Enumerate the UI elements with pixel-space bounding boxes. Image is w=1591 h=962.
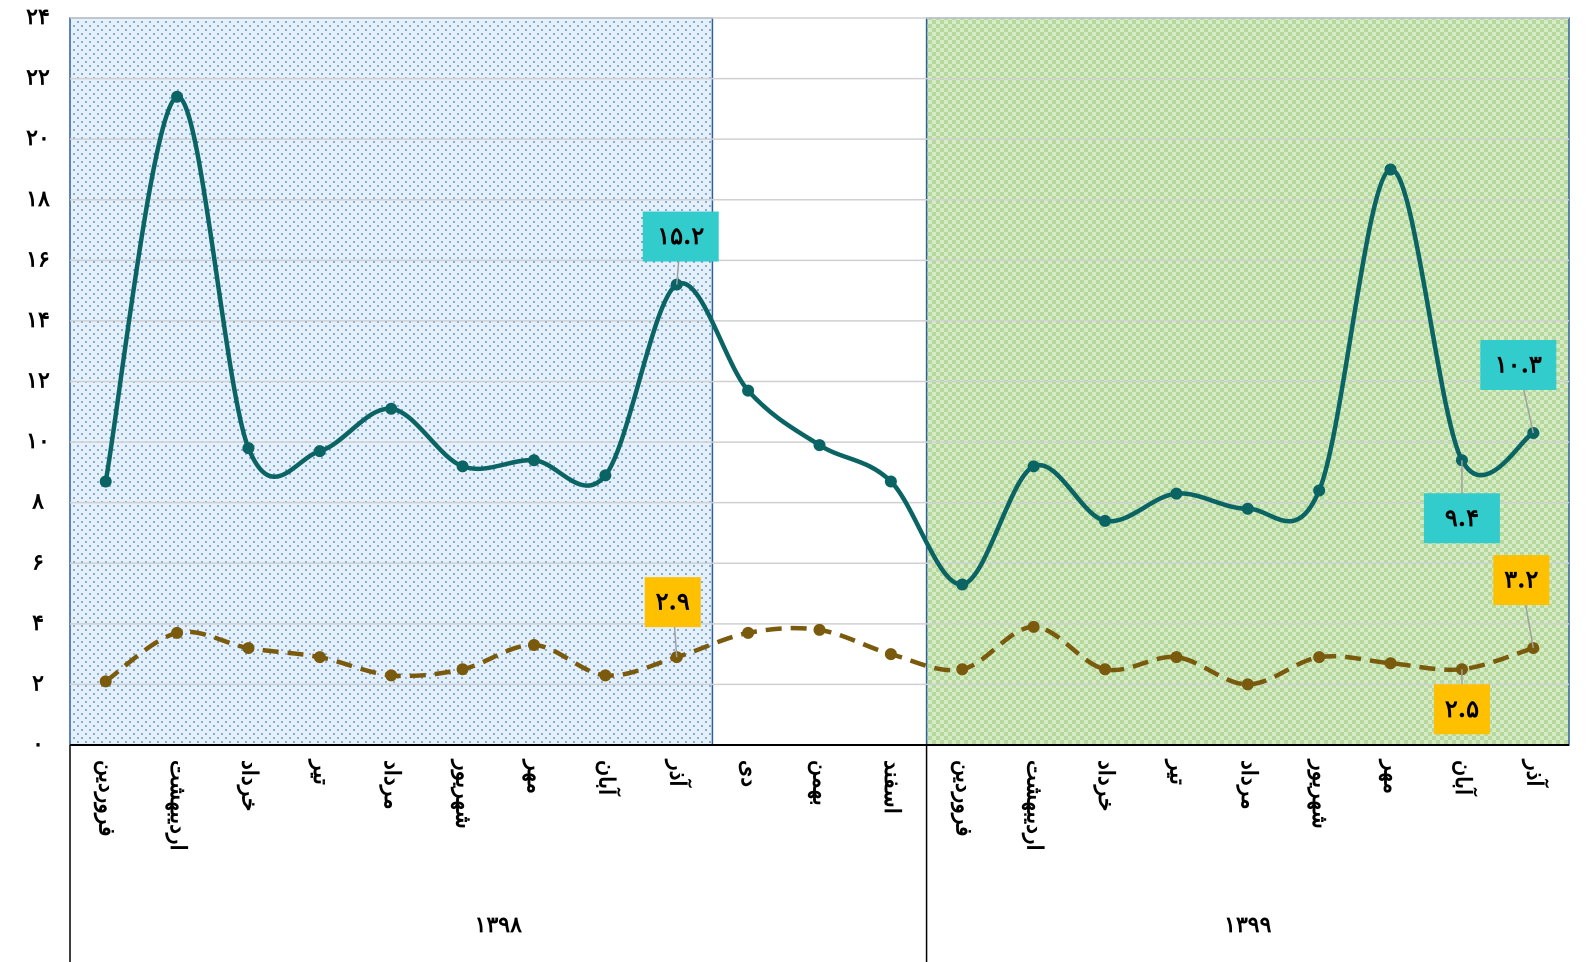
series-point bbox=[1099, 663, 1112, 676]
x-tick-label: مرداد bbox=[1236, 760, 1262, 810]
x-tick-label: اردیبهشت bbox=[165, 760, 191, 851]
data-label-box bbox=[1423, 493, 1500, 544]
series-point bbox=[527, 454, 540, 467]
series-point bbox=[1027, 620, 1040, 633]
series-point bbox=[813, 623, 826, 636]
series-point bbox=[956, 663, 969, 676]
x-tick-label: آذر bbox=[1521, 758, 1549, 788]
series-point bbox=[1170, 487, 1183, 500]
series-point bbox=[742, 384, 755, 397]
y-tick-label: ۱۸ bbox=[26, 186, 50, 212]
y-tick-label: ۲۰ bbox=[26, 125, 50, 151]
series-point bbox=[1241, 502, 1254, 515]
y-tick-label: ۱۲ bbox=[26, 368, 50, 394]
x-tick-label: مرداد bbox=[379, 760, 405, 810]
x-tick-label: خرداد bbox=[1093, 760, 1119, 811]
series-point bbox=[1099, 514, 1112, 527]
data-label: ۱۰.۳ bbox=[1495, 349, 1542, 378]
series-point bbox=[242, 442, 255, 455]
y-tick-label: ۲۲ bbox=[26, 65, 50, 91]
data-label-box bbox=[1433, 684, 1490, 735]
series-point bbox=[99, 675, 112, 688]
series-point bbox=[813, 439, 826, 452]
x-tick-label: مهر bbox=[1379, 758, 1405, 794]
y-tick-label: ۱۴ bbox=[26, 307, 50, 333]
series-point bbox=[1241, 678, 1254, 691]
group-label: ۱۳۹۸ bbox=[475, 912, 522, 938]
series-point bbox=[884, 648, 897, 661]
series-point bbox=[456, 663, 469, 676]
x-tick-label: آبان bbox=[1450, 760, 1478, 797]
y-tick-label: ۰ bbox=[32, 731, 44, 757]
x-tick-label: شهریور bbox=[1307, 758, 1333, 829]
x-tick-label: تیر bbox=[308, 758, 334, 785]
series-point bbox=[171, 626, 184, 639]
y-tick-label: ۱۶ bbox=[26, 246, 50, 272]
x-tick-label: بهمن bbox=[808, 760, 834, 806]
data-label: ۲.۵ bbox=[1445, 694, 1479, 723]
y-tick-label: ۶ bbox=[32, 549, 44, 575]
y-tick-label: ۸ bbox=[31, 489, 44, 515]
x-tick-label: فروردین bbox=[950, 760, 976, 837]
x-tick-label: دی bbox=[736, 760, 762, 787]
x-tick-label: آذر bbox=[665, 758, 693, 788]
series-point bbox=[99, 475, 112, 488]
data-label-box bbox=[1480, 339, 1557, 390]
data-label: ۳.۲ bbox=[1504, 565, 1538, 594]
x-tick-label: فروردین bbox=[94, 760, 120, 837]
series-point bbox=[884, 475, 897, 488]
series-point bbox=[1384, 657, 1397, 670]
series-point bbox=[956, 578, 969, 591]
x-tick-label: شهریور bbox=[451, 758, 477, 829]
data-label-box bbox=[644, 577, 701, 628]
x-tick-label: اسفند bbox=[879, 760, 905, 814]
x-tick-label: مهر bbox=[522, 758, 548, 794]
series-point bbox=[1313, 484, 1326, 497]
series-line bbox=[103, 94, 1535, 587]
x-tick-label: آبان bbox=[593, 760, 621, 797]
data-label-box bbox=[1493, 555, 1550, 606]
data-label-box bbox=[642, 211, 719, 262]
series-point bbox=[456, 460, 469, 473]
series-point bbox=[242, 642, 255, 655]
series-point bbox=[385, 402, 398, 415]
y-tick-label: ۱۰ bbox=[26, 428, 50, 454]
series-point bbox=[1170, 651, 1183, 664]
data-label: ۹.۴ bbox=[1445, 503, 1479, 532]
x-tick-label: تیر bbox=[1164, 758, 1190, 785]
data-label: ۱۵.۲ bbox=[657, 221, 704, 250]
x-tick-label: اردیبهشت bbox=[1022, 760, 1048, 851]
series-point bbox=[599, 469, 612, 482]
series-point bbox=[313, 651, 326, 664]
series-point bbox=[1313, 651, 1326, 664]
data-label: ۲.۹ bbox=[656, 587, 690, 616]
series-point bbox=[385, 669, 398, 682]
series-point bbox=[1027, 460, 1040, 473]
y-tick-label: ۲۴ bbox=[26, 4, 50, 30]
series-point bbox=[742, 626, 755, 639]
series-point bbox=[1384, 163, 1397, 176]
x-tick-label: خرداد bbox=[236, 760, 262, 811]
y-tick-label: ۲ bbox=[32, 670, 44, 696]
group-label: ۱۳۹۹ bbox=[1224, 912, 1271, 938]
series-point bbox=[171, 90, 184, 103]
series-point bbox=[313, 445, 326, 458]
series-point bbox=[599, 669, 612, 682]
y-tick-label: ۴ bbox=[32, 610, 44, 636]
series-point bbox=[527, 639, 540, 652]
